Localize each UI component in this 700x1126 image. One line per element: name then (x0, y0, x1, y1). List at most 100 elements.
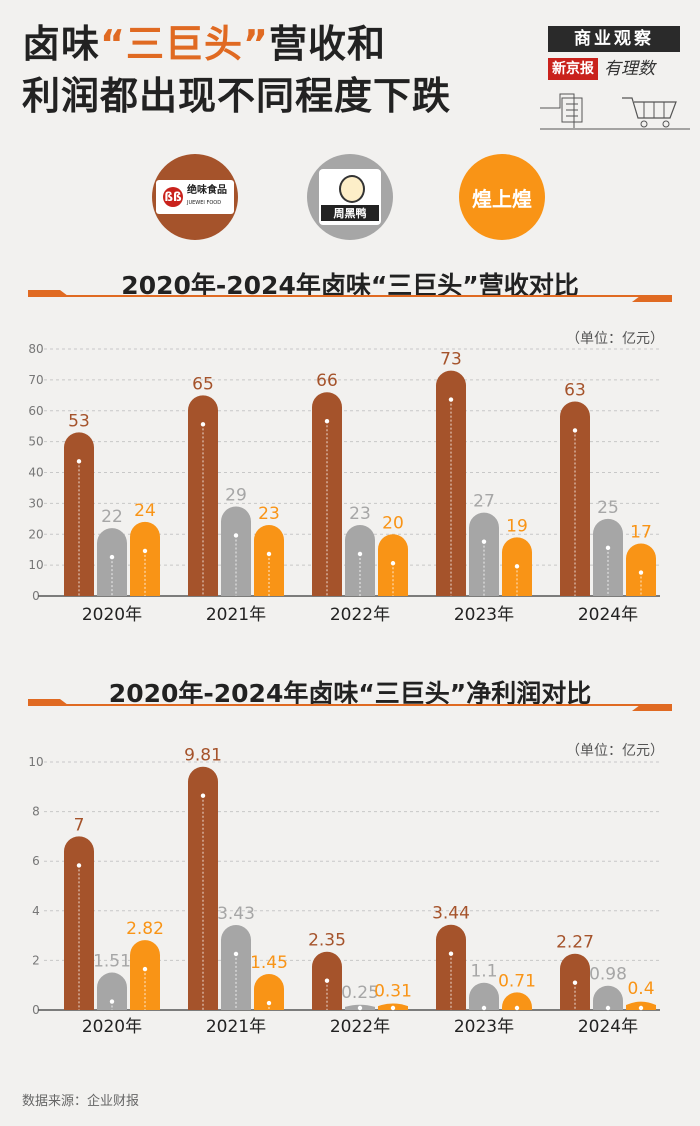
revenue-bar-dot (638, 570, 644, 575)
profit-bar (254, 974, 284, 1010)
profit-category-label: 2023年 (454, 1017, 514, 1037)
profit-bar (469, 982, 499, 1010)
profit-bar-dot (605, 1005, 611, 1011)
profit-data-label: 7 (74, 815, 85, 835)
revenue-data-label: 29 (225, 485, 247, 505)
logo-zhouheiya: 周黑鸭 (307, 154, 393, 240)
revenue-data-label: 25 (597, 498, 619, 518)
logo-huangshanghuang-name: 煌上煌 (472, 186, 532, 211)
profit-bar-dot (390, 1005, 396, 1011)
profit-bar (502, 992, 532, 1010)
page-title: 卤味“三巨头”营收和 利润都出现不同程度下跌 (22, 18, 451, 122)
profit-bar-dot (266, 1000, 272, 1006)
profit-data-label: 1.51 (93, 952, 131, 972)
revenue-bar-dot (266, 551, 272, 557)
revenue-data-label: 17 (630, 523, 652, 543)
revenue-category-label: 2022年 (330, 605, 390, 625)
revenue-data-label: 53 (68, 411, 90, 431)
profit-data-label: 2.35 (308, 931, 346, 951)
revenue-ytick: 60 (28, 404, 43, 418)
logo-juewei: ßß 绝味食品 JUEWEI FOOD (152, 154, 238, 240)
logo-huangshanghuang: 煌上煌 (459, 154, 545, 240)
profit-bar (97, 972, 127, 1010)
profit-bar-dot (142, 966, 148, 972)
revenue-bar (254, 524, 284, 596)
revenue-data-label: 63 (564, 380, 586, 400)
profit-data-label: 3.44 (432, 904, 470, 924)
profit-bar-dot (357, 1005, 363, 1011)
profit-category-label: 2020年 (82, 1017, 142, 1037)
title-part2: 营收和 (268, 22, 386, 66)
revenue-bar-dot (233, 533, 239, 538)
profit-category-label: 2022年 (330, 1017, 390, 1037)
profit-ytick: 8 (32, 805, 40, 819)
revenue-ytick: 20 (28, 527, 43, 541)
profit-bar-dot (638, 1005, 644, 1011)
revenue-data-label: 23 (349, 504, 371, 524)
profit-data-label: 0.98 (589, 965, 627, 985)
revenue-bar-dot (605, 545, 611, 551)
brand-badge: 商业观察 新京报 有理数 (548, 26, 680, 86)
title-accent: “三巨头” (100, 22, 269, 66)
profit-title-rule-right (632, 705, 672, 711)
profit-bar-dot (233, 951, 239, 957)
badge-top: 商业观察 (548, 26, 680, 52)
revenue-bar-dot (109, 554, 115, 560)
profit-data-label: 2.27 (556, 933, 594, 953)
badge-red: 新京报 (548, 58, 598, 80)
profit-data-label: 1.1 (470, 962, 497, 982)
profit-bar-dot (448, 951, 454, 956)
revenue-ytick: 0 (32, 589, 40, 603)
data-source: 数据来源：企业财报 (22, 1094, 140, 1109)
profit-chart-title: 2020年-2024年卤味“三巨头”净利润对比 (108, 679, 592, 708)
profit-bar-dot (572, 980, 578, 985)
profit-category-label: 2021年 (206, 1017, 266, 1037)
logo-juewei-name: 绝味食品 (187, 185, 227, 196)
revenue-bar-dot (390, 561, 396, 566)
revenue-bar-dot (142, 548, 148, 554)
revenue-data-label: 73 (440, 350, 462, 370)
revenue-bar-dot (448, 397, 454, 402)
revenue-bar-dot (572, 428, 578, 433)
profit-ytick: 0 (32, 1003, 40, 1017)
revenue-bar (188, 395, 218, 596)
profit-bar-dot (200, 793, 206, 798)
badge-script: 有理数 (604, 59, 655, 79)
profit-data-label: 3.43 (217, 904, 255, 924)
profit-data-label: 9.81 (184, 746, 222, 766)
revenue-data-label: 27 (473, 492, 495, 512)
profit-bar-dot (76, 863, 82, 868)
revenue-bar-dot (76, 459, 82, 464)
profit-ytick: 4 (32, 904, 40, 918)
revenue-data-label: 23 (258, 504, 280, 524)
profit-data-label: 0.25 (341, 983, 379, 1003)
revenue-bar (626, 543, 656, 596)
revenue-category-label: 2021年 (206, 605, 266, 625)
profit-data-label: 0.4 (627, 979, 654, 999)
profit-bar-dot (109, 999, 115, 1004)
shopping-cart-icon (540, 93, 690, 130)
revenue-title-rule-left (28, 290, 68, 296)
profit-bar-dot (324, 978, 330, 983)
revenue-data-label: 19 (506, 516, 528, 536)
zhouheiya-mascot-icon (339, 175, 365, 203)
profit-data-label: 1.45 (250, 953, 288, 973)
revenue-category-label: 2020年 (82, 605, 142, 625)
revenue-bar-dot (200, 422, 206, 427)
revenue-category-label: 2023年 (454, 605, 514, 625)
revenue-data-label: 65 (192, 374, 214, 394)
profit-unit: （单位：亿元） (566, 743, 664, 759)
title-line2: 利润都出现不同程度下跌 (22, 74, 452, 118)
revenue-bar-dot (357, 551, 363, 557)
revenue-bar (436, 370, 466, 596)
profit-bar-dot (481, 1005, 487, 1011)
revenue-ytick: 30 (28, 496, 43, 510)
revenue-bar (345, 524, 375, 596)
profit-data-label: 0.31 (374, 981, 412, 1001)
logo-zhouheiya-name: 周黑鸭 (321, 205, 379, 221)
revenue-ytick: 50 (28, 435, 43, 449)
revenue-data-label: 66 (316, 371, 338, 391)
revenue-bar-dot (481, 539, 487, 544)
revenue-data-label: 24 (134, 501, 156, 521)
